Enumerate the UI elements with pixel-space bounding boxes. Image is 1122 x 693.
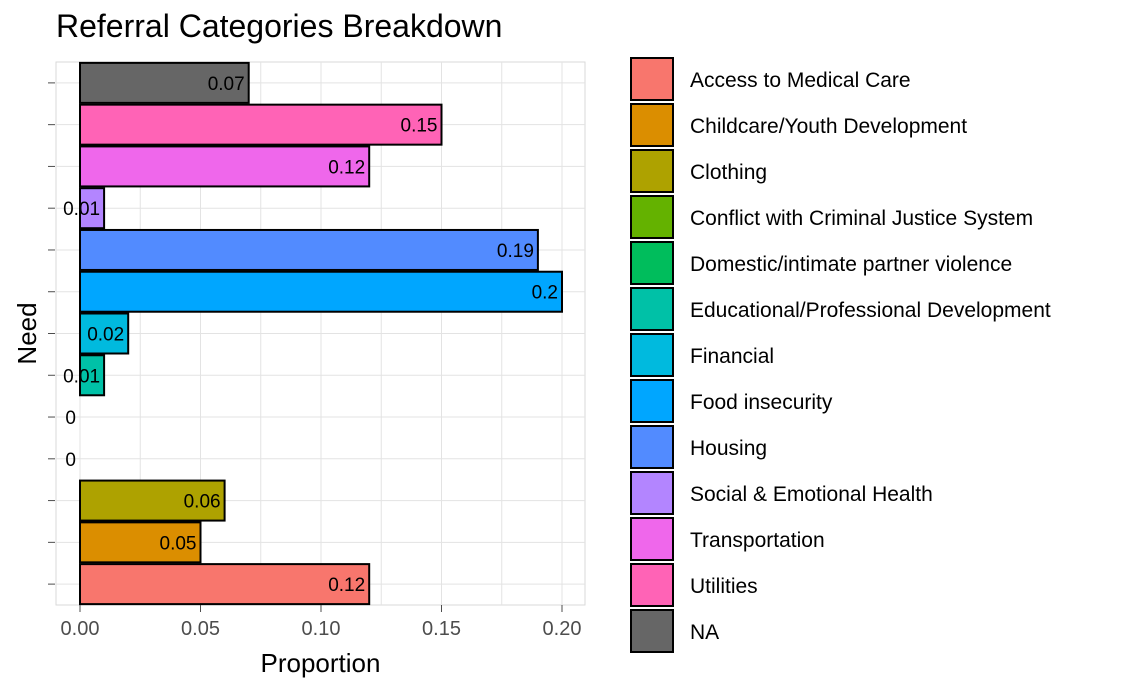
data-label: 0 <box>65 408 76 429</box>
bar <box>79 563 371 606</box>
data-label: 0.12 <box>328 575 365 596</box>
legend-label: Utilities <box>690 575 758 598</box>
data-label: 0.02 <box>87 325 124 346</box>
bar <box>79 312 130 355</box>
bar <box>79 521 202 564</box>
data-label: 0.01 <box>63 366 100 387</box>
chart-title: Referral Categories Breakdown <box>56 8 503 44</box>
legend-label: Conflict with Criminal Justice System <box>690 207 1033 230</box>
x-tick-label: 0.20 <box>543 618 582 640</box>
data-label: 0.12 <box>328 157 365 178</box>
legend-key <box>630 287 674 331</box>
legend-label: Food insecurity <box>690 391 833 414</box>
legend-label: Housing <box>690 437 767 460</box>
legend-label: Transportation <box>690 529 825 552</box>
legend-key <box>630 379 674 423</box>
x-tick-label: 0.05 <box>181 618 220 640</box>
x-tick-label: 0.00 <box>61 618 100 640</box>
legend-label: Domestic/intimate partner violence <box>690 253 1012 276</box>
y-axis-title: Need <box>12 302 42 364</box>
data-label: 0.2 <box>532 283 558 304</box>
bar <box>79 103 443 146</box>
bar <box>79 354 106 397</box>
legend-key <box>630 241 674 285</box>
data-label: 0.06 <box>184 492 221 513</box>
bar <box>79 270 563 313</box>
bar <box>79 145 371 188</box>
bar <box>79 479 226 522</box>
x-tick-label: 0.15 <box>422 618 461 640</box>
bar <box>79 61 250 104</box>
x-tick-label: 0.10 <box>302 618 341 640</box>
data-label: 0 <box>65 450 76 471</box>
data-label: 0.01 <box>63 199 100 220</box>
data-label: 0.07 <box>208 74 245 95</box>
plot-area: 0.12 0.05 0.06 0 0 0.01 0.02 0.2 0.19 0.01 0.12 0.1… <box>12 61 586 678</box>
legend-label: Financial <box>690 345 774 368</box>
data-label: 0.15 <box>401 116 438 137</box>
legend-key <box>630 471 674 515</box>
legend-label: Access to Medical Care <box>690 69 911 92</box>
legend-label: Childcare/Youth Development <box>690 115 967 138</box>
legend-key <box>630 333 674 377</box>
x-axis-title: Proportion <box>261 648 381 678</box>
legend-key <box>630 563 674 607</box>
data-label: 0.19 <box>497 241 534 262</box>
legend-key <box>630 195 674 239</box>
bar <box>79 187 106 230</box>
data-label: 0.05 <box>160 533 197 554</box>
legend-label: NA <box>690 621 719 644</box>
bar <box>79 228 539 271</box>
legend: Access to Medical Care Childcare/Youth De… <box>630 57 1051 653</box>
legend-key <box>630 425 674 469</box>
legend-key <box>630 149 674 193</box>
legend-key <box>630 517 674 561</box>
legend-key <box>630 103 674 147</box>
legend-key <box>630 57 674 101</box>
legend-key <box>630 609 674 653</box>
legend-label: Clothing <box>690 161 767 184</box>
legend-label: Educational/Professional Development <box>690 299 1051 322</box>
legend-label: Social & Emotional Health <box>690 483 933 506</box>
